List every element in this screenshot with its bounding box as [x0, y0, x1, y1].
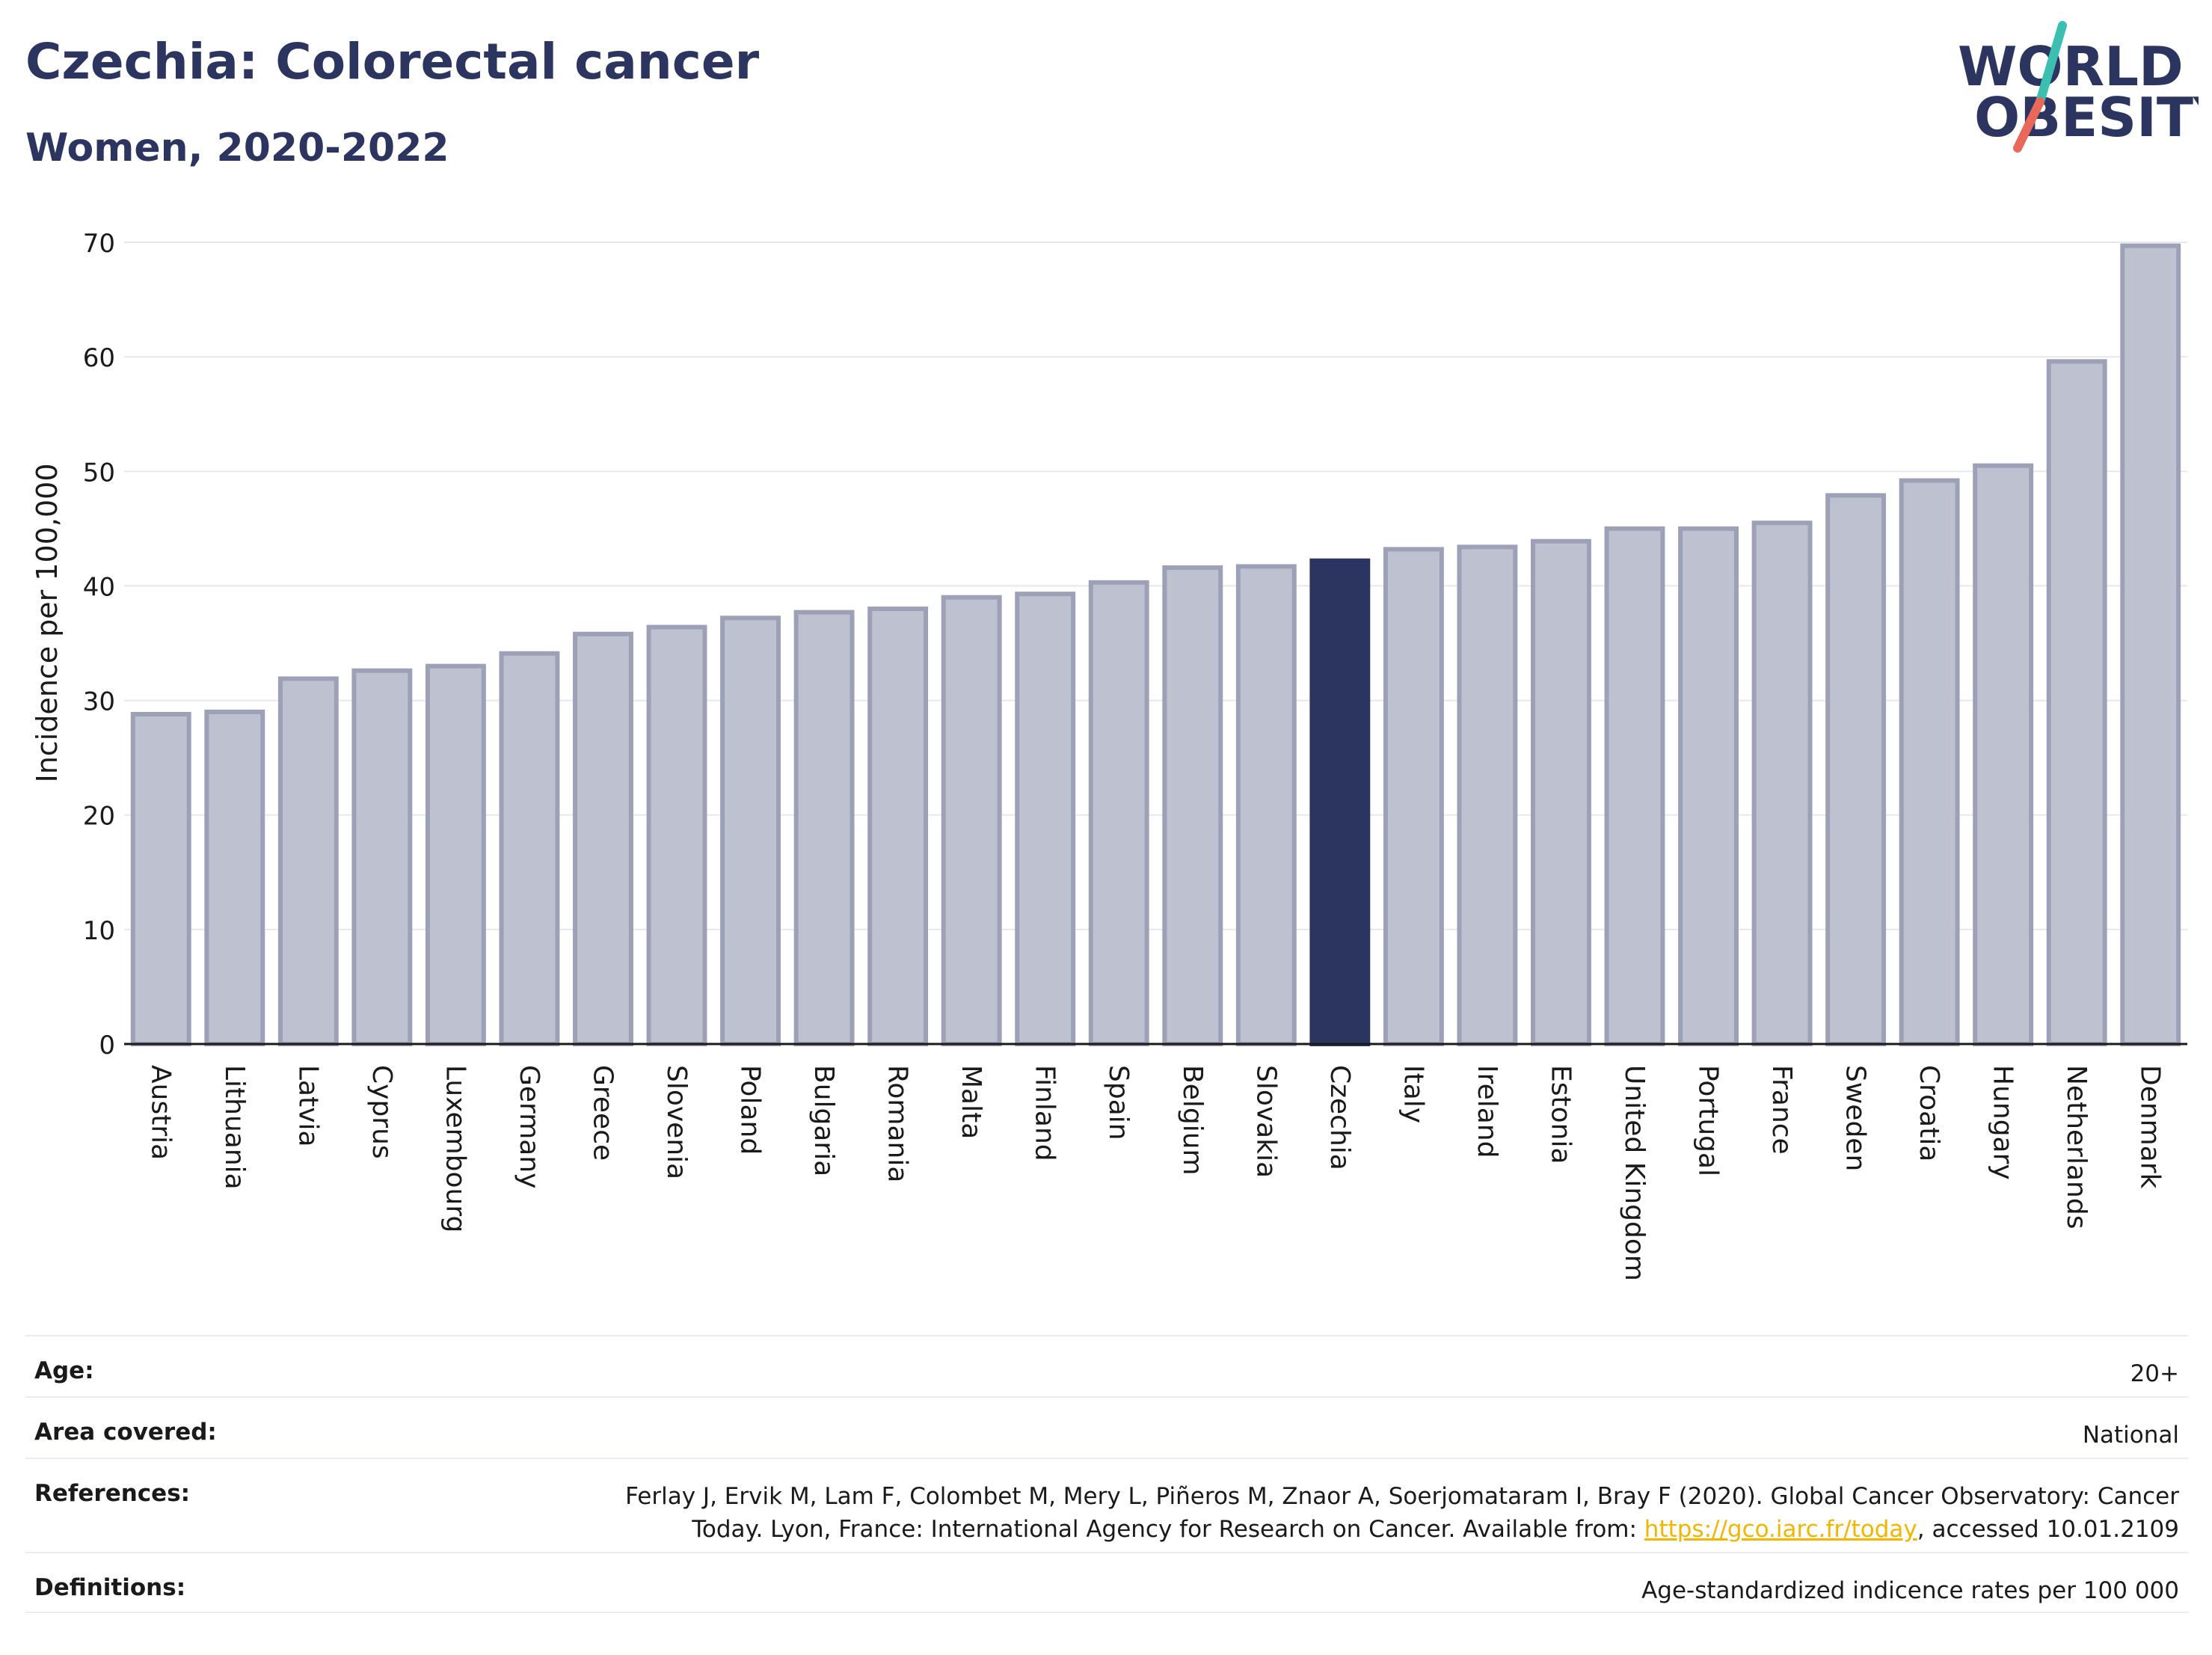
- logo-line-1: WORLD: [1958, 35, 2184, 98]
- x-tick-label: Sweden: [1840, 1065, 1871, 1171]
- bar: [941, 595, 1002, 1046]
- bar: [1235, 564, 1297, 1046]
- area-value: National: [2082, 1422, 2179, 1449]
- bar: [720, 615, 781, 1046]
- bar: [425, 663, 486, 1047]
- bar: [1457, 544, 1518, 1046]
- references-value: Ferlay J, Ervik M, Lam F, Colombet M, Me…: [625, 1459, 2179, 1546]
- x-tick-label: United Kingdom: [1619, 1065, 1650, 1281]
- y-tick-label: 50: [83, 458, 115, 488]
- bar: [1899, 478, 1960, 1046]
- bar: [1973, 463, 2034, 1046]
- definitions-value: Age-standardized indicence rates per 100…: [1641, 1577, 2179, 1604]
- references-label: References:: [34, 1480, 191, 1507]
- bar: [351, 668, 413, 1046]
- y-tick-label: 70: [83, 229, 115, 259]
- bar: [2120, 243, 2181, 1047]
- y-axis-label: Incidence per 100,000: [31, 463, 64, 783]
- y-tick-label: 0: [99, 1031, 115, 1060]
- info-row-age: Age: 20+: [25, 1335, 2188, 1396]
- references-line-1: Ferlay J, Ervik M, Lam F, Colombet M, Me…: [625, 1483, 2179, 1510]
- bar: [793, 610, 855, 1046]
- x-tick-label: France: [1766, 1065, 1797, 1155]
- references-line-2-prefix: Today. Lyon, France: International Agenc…: [692, 1516, 1637, 1543]
- x-tick-label: Hungary: [1988, 1065, 2018, 1180]
- area-label: Area covered:: [34, 1419, 217, 1446]
- logo-slash-bottom: [2013, 97, 2044, 153]
- bar: [499, 651, 560, 1046]
- x-tick-label: Luxembourg: [440, 1065, 470, 1232]
- y-tick-label: 10: [83, 916, 115, 946]
- bar: [1088, 580, 1149, 1046]
- x-tick-label: Latvia: [292, 1065, 323, 1147]
- x-tick-label: Ireland: [1472, 1065, 1502, 1158]
- info-row-definitions: Definitions: Age-standardized indicence …: [25, 1552, 2188, 1613]
- x-tick-label: Poland: [735, 1065, 766, 1155]
- world-obesity-logo: WORLD OBESITY: [1958, 21, 2199, 153]
- references-line-2-suffix: , accessed 10.01.2109: [1917, 1516, 2179, 1543]
- references-link[interactable]: https://gco.iarc.fr/today: [1644, 1516, 1917, 1543]
- logo-slash-top: [2036, 21, 2067, 106]
- bar: [1604, 526, 1665, 1046]
- x-tick-label: Portugal: [1693, 1065, 1724, 1176]
- x-tick-label: Denmark: [2135, 1065, 2166, 1189]
- bar: [1678, 526, 1739, 1046]
- info-row-references: References: Ferlay J, Ervik M, Lam F, Co…: [25, 1458, 2188, 1552]
- x-tick-label: Austria: [145, 1065, 176, 1160]
- bar: [1751, 521, 1813, 1046]
- age-value: 20+: [2130, 1360, 2179, 1387]
- y-tick-label: 30: [83, 687, 115, 717]
- bar: [1383, 547, 1444, 1046]
- x-tick-label: Greece: [587, 1065, 618, 1161]
- age-label: Age:: [34, 1357, 94, 1384]
- x-tick-label: Czechia: [1324, 1065, 1355, 1170]
- logo-line-2: OBESITY: [1974, 86, 2199, 149]
- chart-title: Czechia: Colorectal cancer: [25, 33, 760, 90]
- x-tick-label: Estonia: [1545, 1065, 1576, 1164]
- x-tick-label: Netherlands: [2061, 1065, 2092, 1229]
- bar: [1309, 558, 1371, 1046]
- definitions-label: Definitions:: [34, 1574, 186, 1601]
- bar: [1162, 565, 1223, 1046]
- bar: [1531, 538, 1591, 1046]
- bar: [1015, 592, 1076, 1046]
- bar-chart: 0 10 20 30 40 50 60 70 Austria Lithuania Latvia Cyp…: [83, 229, 2187, 1281]
- bar: [1825, 493, 1887, 1046]
- x-tick-label: Germany: [514, 1065, 544, 1188]
- chart-subtitle: Women, 2020-2022: [25, 126, 449, 171]
- x-tick-label: Lithuania: [219, 1065, 250, 1190]
- bar: [277, 676, 339, 1047]
- x-tick-label: Slovenia: [661, 1065, 692, 1179]
- bar: [867, 607, 929, 1046]
- bar: [573, 631, 633, 1046]
- bar: [2046, 359, 2107, 1047]
- bar: [204, 709, 265, 1047]
- x-tick-label: Spain: [1103, 1065, 1134, 1140]
- y-tick-label: 60: [83, 343, 115, 373]
- y-tick-label: 40: [83, 572, 115, 602]
- bar: [646, 624, 707, 1046]
- info-table: Age: 20+ Area covered: National Referenc…: [25, 1335, 2188, 1613]
- bar: [130, 711, 191, 1046]
- x-tick-label: Bulgaria: [808, 1065, 839, 1176]
- x-tick-label: Italy: [1398, 1065, 1428, 1123]
- x-tick-label: Slovakia: [1250, 1065, 1281, 1178]
- x-tick-label: Malta: [956, 1065, 986, 1139]
- info-row-area: Area covered: National: [25, 1396, 2188, 1458]
- x-tick-label: Belgium: [1177, 1065, 1208, 1176]
- x-tick-label: Croatia: [1914, 1065, 1944, 1161]
- x-tick-label: Finland: [1030, 1065, 1060, 1161]
- y-tick-label: 20: [83, 802, 115, 832]
- x-tick-label: Cyprus: [366, 1065, 397, 1159]
- x-tick-label: Romania: [882, 1065, 913, 1182]
